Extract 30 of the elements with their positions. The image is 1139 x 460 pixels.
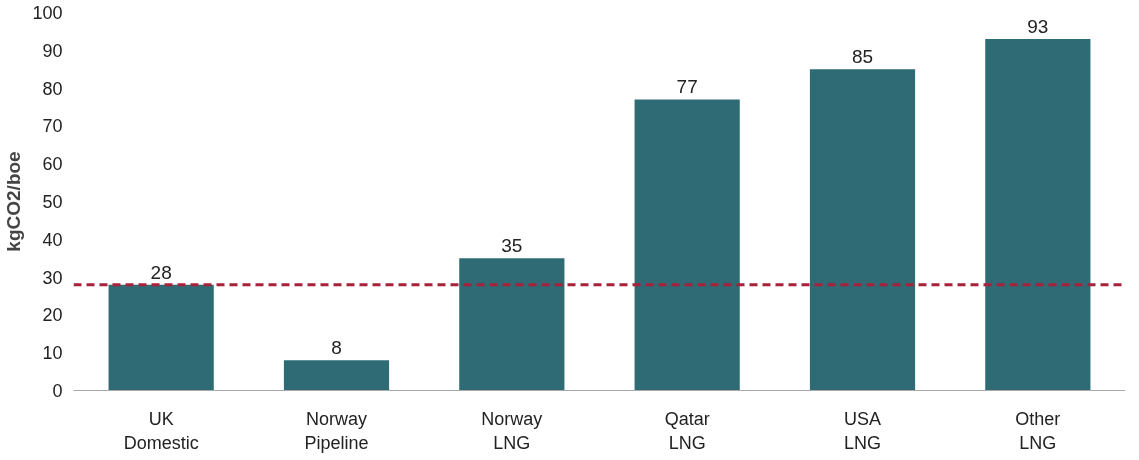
x-tick-label: Norway Pipeline	[304, 408, 369, 453]
y-axis-title: kgCO2/boe	[3, 151, 25, 252]
bar	[985, 38, 1091, 391]
y-tick-label: 60	[42, 154, 63, 175]
data-label: 35	[501, 235, 523, 257]
y-tick-label: 20	[42, 305, 63, 326]
y-tick-label: 40	[42, 229, 63, 250]
data-label: 77	[676, 76, 698, 98]
data-label: 28	[150, 261, 172, 283]
bar	[108, 284, 214, 391]
bar	[634, 99, 740, 391]
bar	[809, 69, 916, 391]
x-tick-label: USA LNG	[843, 408, 882, 453]
y-tick-label: 30	[42, 267, 63, 288]
x-tick-label: Norway LNG	[481, 408, 543, 453]
x-tick-label: Qatar LNG	[664, 408, 710, 453]
y-tick-label: 70	[42, 116, 63, 137]
data-label: 93	[1027, 15, 1049, 37]
x-tick-label: UK Domestic	[123, 408, 199, 453]
y-tick-label: 0	[52, 381, 63, 401]
bar	[459, 258, 565, 391]
x-tick-label: Other LNG	[1015, 408, 1061, 453]
bar	[283, 360, 390, 391]
data-label: 85	[851, 46, 874, 68]
y-tick-label: 90	[42, 40, 63, 61]
data-label: 8	[331, 337, 342, 359]
y-tick-label: 50	[42, 192, 63, 212]
y-tick-label: 100	[32, 3, 63, 23]
y-tick-label: 80	[42, 78, 63, 99]
y-tick-label: 10	[42, 343, 63, 364]
